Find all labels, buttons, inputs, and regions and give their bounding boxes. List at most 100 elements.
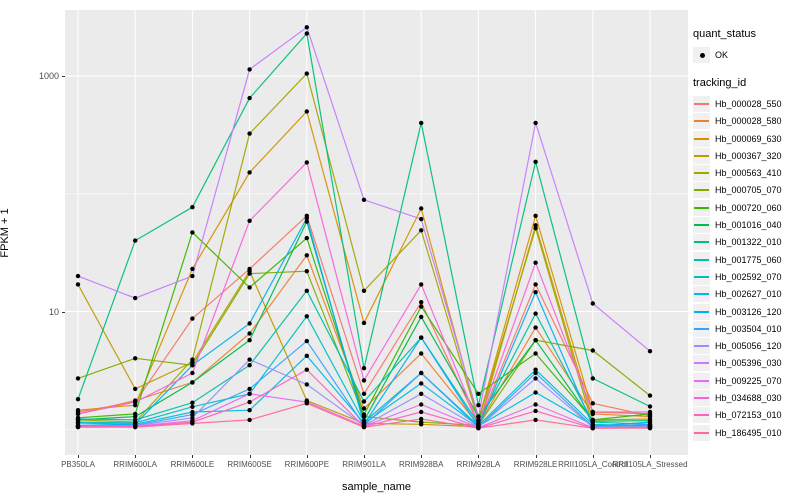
data-point [533, 260, 538, 265]
legend-tracking-id: tracking_id Hb_000028_550 Hb_000028_580 Hb… [693, 77, 799, 441]
y-tick-mark [62, 311, 65, 313]
data-point [361, 366, 367, 371]
legend-tracking-id-items: Hb_000028_550 Hb_000028_580 Hb_000069_630 H… [693, 95, 799, 441]
data-point [533, 402, 538, 407]
data-point [304, 314, 309, 319]
legend-item-label: Hb_002592_070 [715, 271, 782, 282]
legend-item-label: Hb_072153_010 [715, 410, 782, 421]
data-point [361, 425, 367, 430]
data-point [533, 282, 538, 287]
x-axis-title: sample_name [341, 481, 412, 493]
legend-item: Hb_034688_030 [693, 389, 799, 406]
data-point [533, 370, 538, 376]
legend-item: Hb_000069_630 [693, 130, 799, 147]
legend-item: Hb_005396_030 [693, 355, 799, 372]
data-point [304, 367, 309, 372]
x-tick-mark [421, 455, 423, 458]
data-point [419, 120, 424, 126]
data-point [419, 351, 424, 356]
data-point [647, 349, 653, 354]
data-point [304, 216, 309, 221]
data-point [419, 419, 424, 425]
legend-item: Hb_000367_320 [693, 147, 799, 164]
data-point [647, 426, 653, 431]
data-point [533, 390, 538, 395]
legend-item-label: Hb_009225_070 [715, 375, 782, 386]
data-point [304, 288, 309, 293]
data-point [533, 120, 538, 126]
legend-key-line-icon [693, 268, 710, 285]
data-point [75, 411, 81, 417]
data-point [533, 351, 538, 356]
data-point [533, 338, 538, 343]
data-point [247, 417, 252, 423]
data-point [75, 397, 81, 402]
data-point [419, 335, 424, 340]
x-tick-label: RRIM928LE [513, 460, 558, 469]
data-point [590, 301, 595, 306]
data-point [361, 197, 367, 202]
data-point [419, 391, 424, 396]
legend-key-line-icon [693, 424, 710, 441]
legend-item-label: Hb_000069_630 [715, 133, 782, 144]
legend-item: Hb_000563_410 [693, 164, 799, 182]
data-point [361, 391, 367, 396]
data-point [133, 399, 138, 405]
y-tick-label: 10 [48, 306, 59, 317]
data-point [247, 131, 252, 136]
data-point [419, 228, 424, 233]
data-point [75, 282, 81, 287]
x-tick-mark [78, 455, 79, 458]
data-point [304, 71, 309, 76]
data-point [133, 425, 138, 430]
legend-key-line-icon [693, 113, 710, 130]
data-point [304, 401, 309, 406]
legend-item: Hb_005056_120 [693, 337, 799, 355]
legend-item-label: Hb_003504_010 [715, 323, 782, 334]
legend-item-label: Hb_005056_120 [715, 341, 782, 352]
x-tick-label: RRII105LA_Stressed [612, 460, 688, 469]
x-tick-label: RRIM600SE [227, 460, 272, 469]
legend-item-label: Hb_186495_010 [715, 427, 782, 438]
data-point [247, 363, 252, 368]
data-point [190, 370, 195, 376]
legend-key-line-icon [693, 130, 710, 147]
data-point [419, 216, 424, 222]
data-point [533, 417, 538, 423]
data-point [247, 386, 252, 392]
data-point [533, 290, 538, 295]
data-point [133, 295, 138, 301]
data-point [190, 380, 195, 385]
legend-item: Hb_003126_120 [693, 303, 799, 320]
legend-quant-status-title: quant_status [693, 28, 756, 40]
data-point [304, 353, 309, 358]
legend-tracking-id-title: tracking_id [693, 77, 747, 90]
legend-key-line-icon [693, 217, 710, 234]
legend-item: Hb_000705_070 [693, 182, 799, 199]
data-point [533, 408, 538, 414]
legend-item: Hb_001775_060 [693, 251, 799, 268]
legend-item-label: Hb_002627_010 [715, 289, 782, 300]
data-point [361, 378, 367, 383]
legend-key-line-icon [693, 407, 710, 424]
ok-point-icon [693, 46, 710, 63]
data-point [419, 416, 424, 422]
legend-item: Hb_002592_070 [693, 268, 799, 285]
data-point [419, 300, 424, 305]
x-tick-mark [592, 455, 594, 458]
data-point [247, 271, 252, 276]
data-point [247, 399, 252, 405]
data-point [190, 400, 195, 405]
data-point [133, 417, 138, 423]
legend-key-line-icon [693, 251, 710, 268]
data-point [533, 376, 538, 381]
legend-item-label: Hb_000367_320 [715, 150, 782, 161]
data-point [247, 67, 252, 72]
legend-key-line-icon [693, 355, 710, 372]
legend-item: Hb_001016_040 [693, 216, 799, 234]
legend-item-label: Hb_003126_120 [715, 306, 782, 317]
data-point [304, 219, 309, 224]
data-point [476, 421, 481, 426]
data-point [133, 386, 138, 392]
data-point [247, 218, 252, 223]
